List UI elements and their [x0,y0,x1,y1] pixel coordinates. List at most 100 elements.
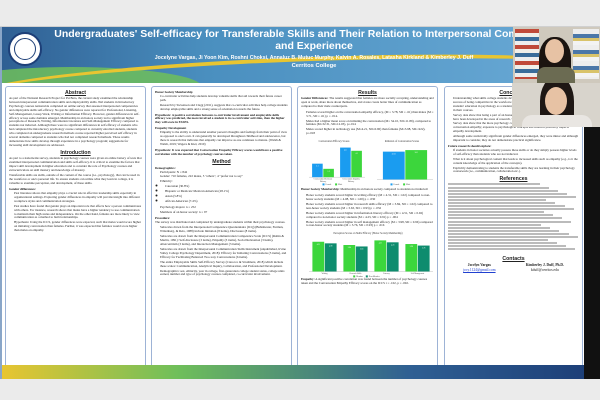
reference-line [448,214,553,217]
honor-lead: Honor Society Membership: [301,187,340,192]
data-label: 3.84 [348,247,351,249]
reference-line [448,229,560,232]
procedure-heading: Procedure: [155,215,171,220]
participant-video-2[interactable] [512,83,600,127]
legend-swatch [365,275,368,278]
contacts-heading: Contacts [502,256,525,263]
legend-swatch [353,275,356,278]
data-label: 1.3 [327,171,329,173]
legend-label: Female [394,184,400,186]
honor-heading: Honor Society Membership [155,90,193,94]
introduction-heading: Introduction [60,149,91,156]
college-seal-logo [8,32,42,66]
data-label: 34.1 [415,152,418,154]
legend-swatch [322,183,325,186]
list-item: Honor society students scored higher in … [306,202,434,211]
participant-video-1[interactable] [513,27,600,83]
empathy-heading: Empathy Development [155,126,187,131]
bar-member [343,245,356,272]
reference-line [448,195,577,198]
reference-line [448,211,544,214]
reference-line [448,248,576,251]
list-item: Empathy is the ability to understand ano… [160,130,288,147]
data-label: 32.31 [392,154,396,156]
legend-swatch [403,183,406,186]
contact-email: kduff@cerritos.edu [530,267,559,272]
poster-title: Undergraduates' Self-efficacy for Transf… [54,28,574,52]
bar-male [351,150,362,178]
legend-label: Male [406,184,410,186]
tick-label: Conversation Disclosure Efficacy [314,179,333,183]
bar-male [405,150,428,180]
column-abstract-intro: Abstract As part of the National Researc… [5,86,146,369]
top-toolbar [0,0,600,27]
gender-text: The results suggested that females are m… [301,96,434,108]
list-item: Demographics: sex, ethnicity, year in co… [160,269,288,278]
initiation-chart: Initiation of Conversation Scores 32.31 34… [377,140,433,186]
demographics-heading: Demographics: [155,165,176,170]
bar-female [312,163,323,178]
data-label: 4.51 [379,243,382,245]
results-heading: Results [358,90,377,96]
reference-line [448,189,559,192]
list-item: Asian (5.8%) [165,194,288,199]
list-item: Subscales are drawn from the Interperson… [160,234,288,247]
reference-line [448,205,565,208]
legend-label: Non-Member [369,276,380,278]
empathy-text: A significant positive correlation was f… [301,277,428,286]
poster-header: Undergraduates' Self-efficacy for Transf… [2,27,584,83]
legend-label: Member [356,276,363,278]
list-item: Males scored higher in technology use (M… [306,127,434,136]
procedure-text: The survey was distributed and completed… [155,219,286,224]
contact-email-link[interactable]: jocy.1124@gmail.com [463,267,496,272]
video-background [584,127,600,379]
bar-member [405,244,418,272]
reference-line [448,217,562,220]
data-label: 3.63 [360,249,363,251]
list-item: African American (7.4%) [165,199,288,204]
future-heading: Future research should explore: [448,143,492,148]
tick-label: Research Skills [350,273,362,275]
reference-line [448,242,557,245]
list-item: Females scored higher on the conversatio… [306,110,434,119]
conversation-efficacy-chart: Conversation Efficacy Scores 2.1 1.3 Conver… [309,140,365,186]
list-item: Hypothesis: Using the ICCS, gender diffe… [14,220,142,233]
hypothesis: Hypothesis: It was expected that Convers… [155,147,283,156]
poster-authors: Jocelyne Vargas, Ji Yoon Kim, Roshni Cho… [154,55,474,61]
list-item: Ethnicity: [160,179,288,184]
contact-name: Kimberley J. Duff, Ph.D. [525,263,564,268]
data-label: 4.23 [391,245,394,247]
list-item: Gender: 710 females, 222 males, 5 "other… [160,175,288,179]
list-item: Explicitly demonstrating to students the… [453,166,579,175]
tick-label: Literacy [383,273,389,275]
reference-line [448,186,549,189]
abstract-heading: Abstract [64,90,87,96]
list-item: Hispanic or Mexican/ Mexican American (2… [165,189,288,194]
reference-line [448,226,551,229]
list-item: The entire Employable Skills Self-Effica… [160,260,288,269]
legend-label: Female [326,184,332,186]
list-item: Members of an honor society: n = 97 [160,210,288,215]
bottom-toolbar [0,379,600,400]
legend-swatch [335,183,338,186]
reference-line [448,245,566,248]
list-item: Psychology majors: n = 252 [160,205,288,210]
list-item: What is it about psychological content t… [453,157,579,166]
reference-line [448,183,540,186]
poster-footer-stripe [2,365,584,379]
data-label: 4.08 [329,246,332,248]
list-item: Co-curricular activities help students d… [160,94,288,103]
reference-line [448,201,556,204]
poster-college: Cerritos College [291,62,337,69]
reference-line [448,232,569,235]
bar-female [382,151,405,180]
chart-title: Conversation Efficacy Scores [319,140,350,143]
column-conclusion: Conclusion Understanding what skills col… [444,86,583,369]
data-label: 2.1 [316,166,318,168]
contact-name: Jocelyn Vargas [467,263,491,268]
list-item: Males had a higher mean score on initiat… [306,119,434,128]
gender-heading: Gender differences: [9,187,36,192]
honor-society-chart: Perception Scores on Skills Efficacy (Ho… [309,232,433,278]
list-item: Past studies have found that gender play… [14,204,142,221]
references-heading: References [499,176,528,183]
